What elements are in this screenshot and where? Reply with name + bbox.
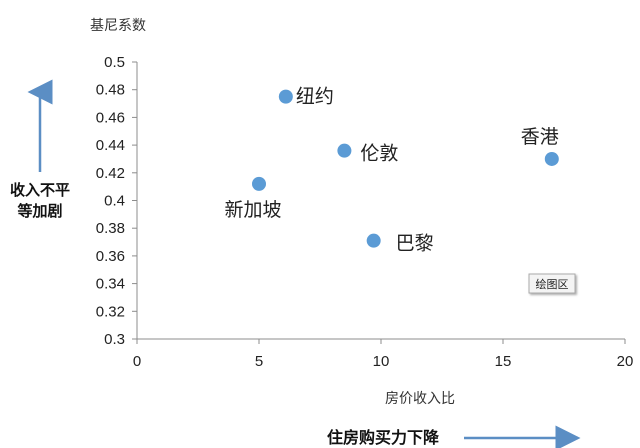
y-axis-title: 基尼系数	[90, 17, 146, 34]
y-tick-label: 0.46	[96, 109, 125, 126]
data-point	[544, 151, 559, 166]
data-point	[278, 89, 293, 104]
side-note-line2: 等加剧	[17, 202, 62, 220]
y-tick-label: 0.3	[104, 331, 125, 348]
plot-area-tag: 绘图区	[528, 273, 576, 294]
y-tick-label: 0.32	[96, 303, 125, 320]
x-tick-label: 5	[255, 353, 263, 370]
x-tick-label: 15	[495, 353, 512, 370]
y-tick-label: 0.44	[96, 137, 125, 154]
bottom-note: 住房购买力下降	[327, 428, 440, 447]
data-point-label: 香港	[521, 126, 559, 148]
x-tick-label: 20	[617, 353, 634, 370]
y-tick-label: 0.4	[104, 193, 125, 210]
plot-area-tag-label: 绘图区	[536, 277, 569, 291]
y-tick-label: 0.48	[96, 82, 125, 99]
data-point-label: 伦敦	[360, 143, 398, 165]
y-tick-label: 0.5	[104, 54, 125, 71]
data-point	[337, 143, 352, 158]
data-point-label: 巴黎	[396, 233, 434, 255]
data-point	[252, 176, 266, 191]
x-ticks: 0 5 10 15 20	[133, 339, 634, 370]
data-point-label: 新加坡	[224, 199, 281, 221]
y-tick-label: 0.38	[96, 220, 125, 237]
y-tick-label: 0.36	[96, 248, 125, 265]
y-tick-label: 0.42	[96, 165, 125, 182]
side-note-line1: 收入不平	[10, 181, 70, 199]
data-point	[366, 233, 381, 248]
y-ticks: 0.3 0.32 0.34 0.36 0.38 0.4 0.42 0.44 0.46 0.48 0.…	[96, 54, 137, 348]
x-tick-label: 0	[133, 353, 141, 370]
y-tick-label: 0.34	[96, 276, 125, 293]
x-axis-title: 房价收入比	[385, 391, 455, 407]
data-point-label: 纽约	[296, 86, 334, 108]
x-tick-label: 10	[373, 353, 390, 370]
